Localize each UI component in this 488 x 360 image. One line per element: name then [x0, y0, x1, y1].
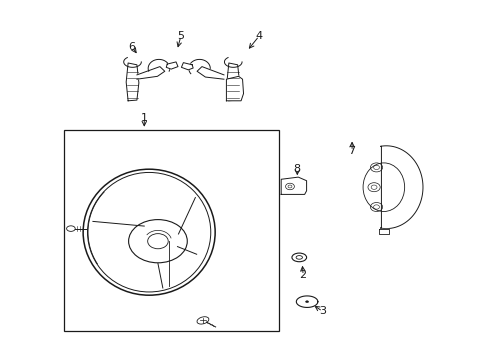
Text: 2: 2 — [299, 270, 306, 280]
Ellipse shape — [296, 256, 302, 259]
Polygon shape — [137, 67, 164, 79]
Ellipse shape — [197, 317, 208, 324]
Ellipse shape — [66, 226, 75, 231]
Ellipse shape — [285, 183, 294, 190]
Polygon shape — [281, 177, 306, 194]
Text: 4: 4 — [255, 31, 262, 41]
Text: 7: 7 — [348, 146, 355, 156]
Ellipse shape — [291, 253, 306, 262]
Text: 1: 1 — [141, 113, 147, 123]
Text: 6: 6 — [128, 42, 135, 52]
Ellipse shape — [287, 185, 291, 188]
Polygon shape — [197, 67, 224, 79]
Ellipse shape — [87, 172, 210, 292]
Polygon shape — [226, 63, 239, 101]
Polygon shape — [181, 63, 193, 70]
Text: 3: 3 — [319, 306, 325, 316]
Ellipse shape — [305, 301, 308, 302]
Polygon shape — [166, 62, 178, 69]
Polygon shape — [126, 63, 139, 101]
Polygon shape — [296, 296, 317, 307]
Text: 5: 5 — [177, 31, 184, 41]
Polygon shape — [378, 229, 388, 234]
Text: 8: 8 — [293, 164, 300, 174]
Polygon shape — [380, 146, 422, 229]
Bar — [63, 130, 278, 331]
Polygon shape — [226, 76, 243, 101]
